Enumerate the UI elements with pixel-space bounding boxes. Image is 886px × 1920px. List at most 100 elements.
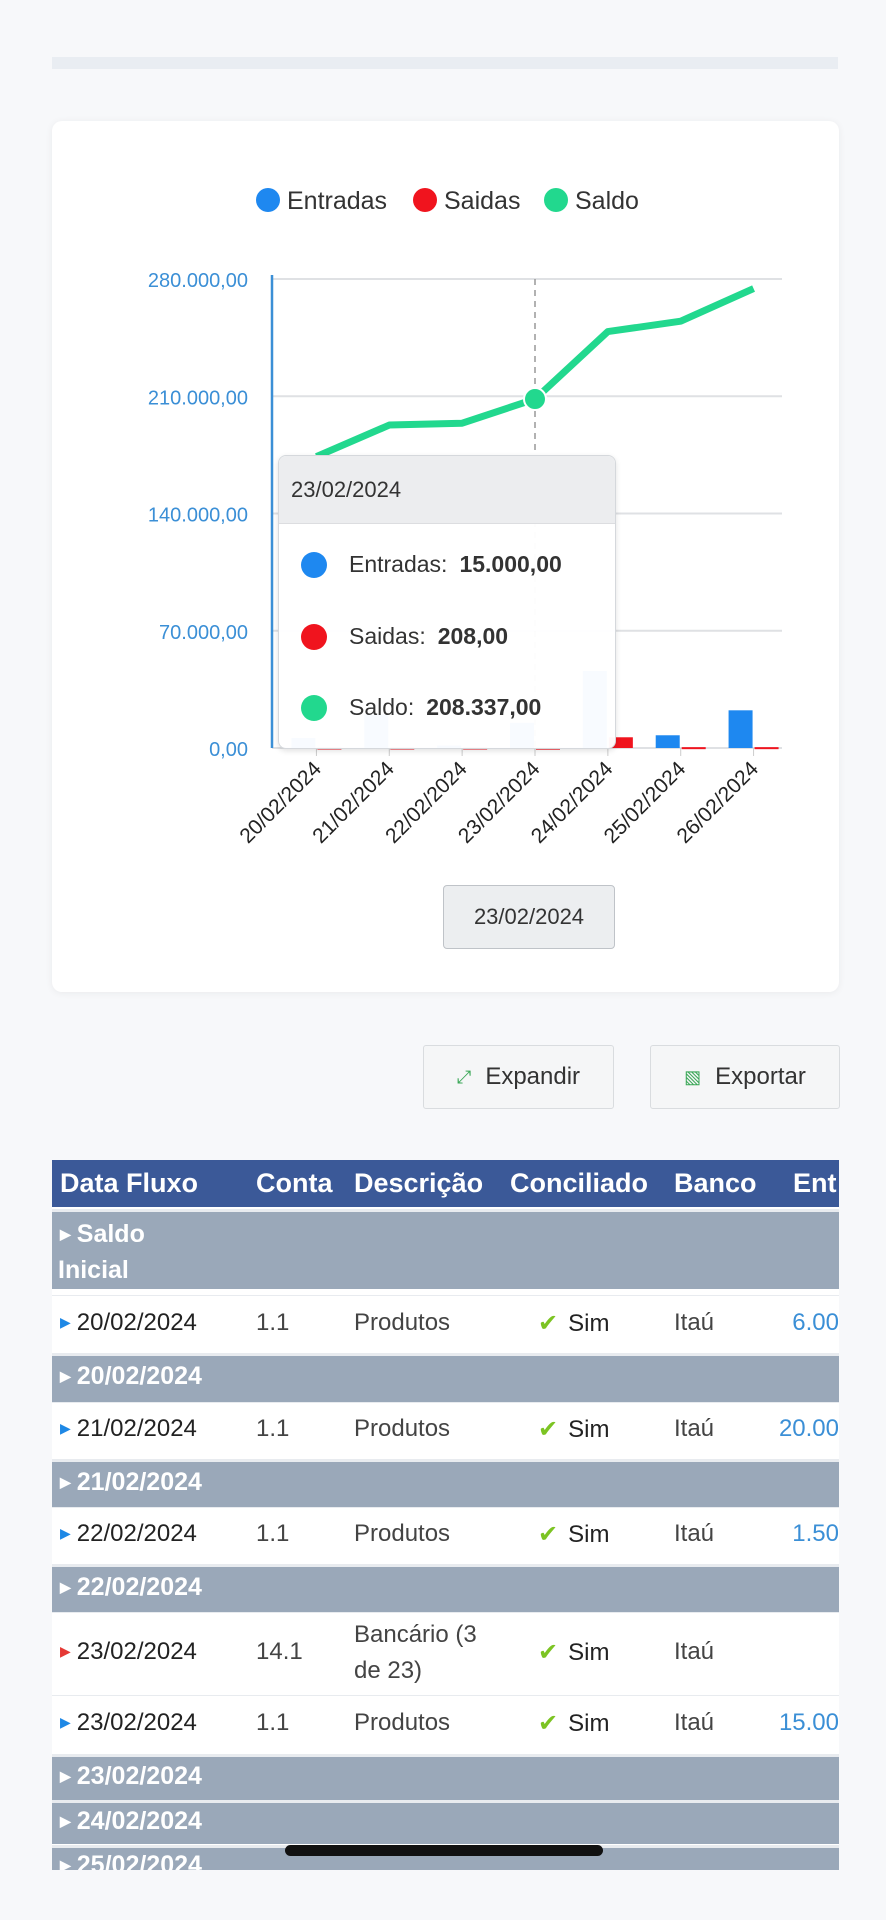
expand-icon: ⤢ (456, 1066, 472, 1087)
legend-dot-icon (413, 188, 437, 212)
excel-icon: ▧ (684, 1066, 702, 1087)
saldo-point[interactable] (523, 387, 547, 412)
conciliado-cell: ✔ Sim (538, 1309, 609, 1338)
date-value: 20/02/2024 (76, 1309, 197, 1336)
legend-item[interactable]: Saidas (444, 187, 520, 215)
expand-triangle-icon[interactable]: ▶ (60, 1226, 71, 1242)
group-row[interactable]: ▶ 22/02/2024 (52, 1564, 839, 1612)
expand-button[interactable]: ⤢ Expandir (423, 1045, 614, 1109)
top-bar (52, 57, 838, 69)
group-row[interactable]: ▶ 21/02/2024 (52, 1459, 839, 1507)
table-row[interactable]: ▶ 23/02/2024 1.1 Produtos ✔ Sim Itaú 15.00 (52, 1695, 839, 1751)
expand-triangle-icon[interactable]: ▶ (60, 1419, 71, 1436)
conciliado-value: Sim (568, 1709, 610, 1737)
tooltip-label: Entradas: (349, 551, 448, 577)
tooltip-value: 208.337,00 (426, 694, 542, 720)
entradas-cell: 6.00 (792, 1309, 839, 1336)
expand-triangle-icon[interactable]: ▶ (60, 1767, 71, 1784)
group-label: ▶ 21/02/2024 (60, 1468, 202, 1497)
column-header[interactable]: Data Fluxo (60, 1168, 199, 1198)
saidas-dot-icon (301, 623, 327, 650)
date-value: 23/02/2024 (76, 1637, 197, 1665)
entradas-cell: 1.50 (792, 1519, 839, 1547)
banco-cell: Itaú (674, 1519, 715, 1547)
column-header[interactable]: Descrição (354, 1168, 484, 1198)
group-label: ▶ 25/02/2024 (60, 1851, 202, 1870)
entradas-dot-icon (301, 551, 327, 578)
expand-triangle-icon[interactable]: ▶ (60, 1368, 71, 1384)
date-cell: ▶ 22/02/2024 (60, 1520, 197, 1548)
legend-item[interactable]: Entradas (287, 187, 387, 215)
descricao-cell: Produtos (354, 1309, 451, 1336)
descricao-cell: Produtos (354, 1519, 451, 1547)
page-bottom (0, 1870, 886, 1920)
legend-dot-icon (256, 188, 280, 212)
group-date: 22/02/2024 (76, 1572, 202, 1601)
legend-dot-icon (544, 188, 568, 212)
conta-cell: 1.1 (256, 1708, 290, 1736)
saldo-dot-icon (301, 694, 327, 721)
check-icon: ✔ (538, 1520, 559, 1548)
home-indicator[interactable] (285, 1845, 603, 1856)
column-header[interactable]: Conta (256, 1168, 333, 1198)
group-date: 24/02/2024 (76, 1806, 202, 1835)
group-row[interactable]: ▶ 20/02/2024 (52, 1353, 839, 1402)
expand-triangle-icon[interactable]: ▶ (60, 1857, 71, 1870)
group-date: 21/02/2024 (76, 1467, 202, 1496)
saidas-bar[interactable] (681, 747, 706, 750)
expand-triangle-icon[interactable]: ▶ (60, 1713, 71, 1730)
date-cell: ▶ 23/02/2024 (60, 1638, 197, 1666)
expand-triangle-icon[interactable]: ▶ (60, 1578, 71, 1595)
expand-triangle-icon[interactable]: ▶ (60, 1812, 71, 1829)
date-value: 22/02/2024 (76, 1519, 197, 1547)
conta-cell: 1.1 (256, 1519, 290, 1547)
entradas-bar[interactable] (728, 710, 753, 748)
conta-cell: 1.1 (256, 1309, 290, 1336)
tooltip-entradas: Entradas: 15.000,00 (301, 551, 562, 578)
table-row[interactable]: ▶ 20/02/2024 1.1 Produtos ✔ Sim Itaú 6.00 (52, 1295, 839, 1352)
conciliado-cell: ✔ Sim (538, 1415, 609, 1444)
column-header[interactable]: Banco (674, 1168, 757, 1198)
group-row[interactable]: ▶ 23/02/2024 (52, 1754, 839, 1800)
expand-triangle-icon[interactable]: ▶ (60, 1314, 71, 1330)
column-header[interactable]: Conciliado (510, 1168, 649, 1198)
y-tick-label: 140.000,00 (148, 505, 248, 527)
y-tick-label: 0,00 (209, 739, 248, 761)
expand-triangle-icon[interactable]: ▶ (60, 1473, 71, 1490)
group-label: ▶ 22/02/2024 (60, 1573, 202, 1602)
check-icon: ✔ (538, 1638, 559, 1666)
saidas-bar[interactable] (754, 747, 779, 750)
table-row[interactable]: ▶ 23/02/2024 14.1 Bancário (3 de 23) ✔ Sim Ita… (52, 1612, 839, 1692)
group-label: ▶ 24/02/2024 (60, 1807, 202, 1836)
tooltip-value: 208,00 (437, 623, 509, 649)
tooltip-saidas: Saidas: 208,00 (301, 623, 508, 650)
descricao-cell: Produtos (354, 1414, 451, 1442)
column-header[interactable]: Ent (793, 1168, 837, 1198)
banco-cell: Itaú (674, 1309, 715, 1336)
conciliado-value: Sim (568, 1638, 610, 1666)
tooltip-label: Saldo: (349, 694, 415, 720)
table-row[interactable]: ▶ 22/02/2024 1.1 Produtos ✔ Sim Itaú 1.50 (52, 1507, 839, 1561)
date-value: 23/02/2024 (76, 1708, 197, 1736)
legend-item[interactable]: Saldo (575, 187, 639, 215)
table-row[interactable]: ▶ 21/02/2024 1.1 Produtos ✔ Sim Itaú 20.00 (52, 1402, 839, 1456)
group-row-saldo-inicial[interactable]: ▶ Saldo Inicial (52, 1209, 839, 1289)
banco-cell: Itaú (674, 1414, 715, 1442)
y-tick-label: 280.000,00 (148, 270, 248, 292)
expand-triangle-icon[interactable]: ▶ (60, 1642, 71, 1659)
cash-flow-table: Data Fluxo Conta Descrição Conciliado Banco E… (52, 1160, 839, 1870)
conciliado-value: Sim (568, 1520, 610, 1548)
group-label: ▶ 20/02/2024 (60, 1362, 202, 1391)
entradas-bar[interactable] (655, 735, 680, 748)
tooltip-title: 23/02/2024 (279, 456, 615, 524)
banco-cell: Itaú (674, 1637, 715, 1665)
conciliado-cell: ✔ Sim (538, 1520, 609, 1549)
expand-triangle-icon[interactable]: ▶ (60, 1524, 71, 1541)
check-icon: ✔ (538, 1415, 559, 1443)
descricao-cell: Bancário (3 de 23) (354, 1621, 477, 1684)
group-label-line: Saldo (76, 1220, 145, 1248)
group-row[interactable]: ▶ 24/02/2024 (52, 1800, 839, 1844)
export-button[interactable]: ▧ Exportar (650, 1045, 840, 1109)
group-label: ▶ 23/02/2024 (60, 1762, 202, 1791)
saidas-bar[interactable] (608, 737, 633, 748)
